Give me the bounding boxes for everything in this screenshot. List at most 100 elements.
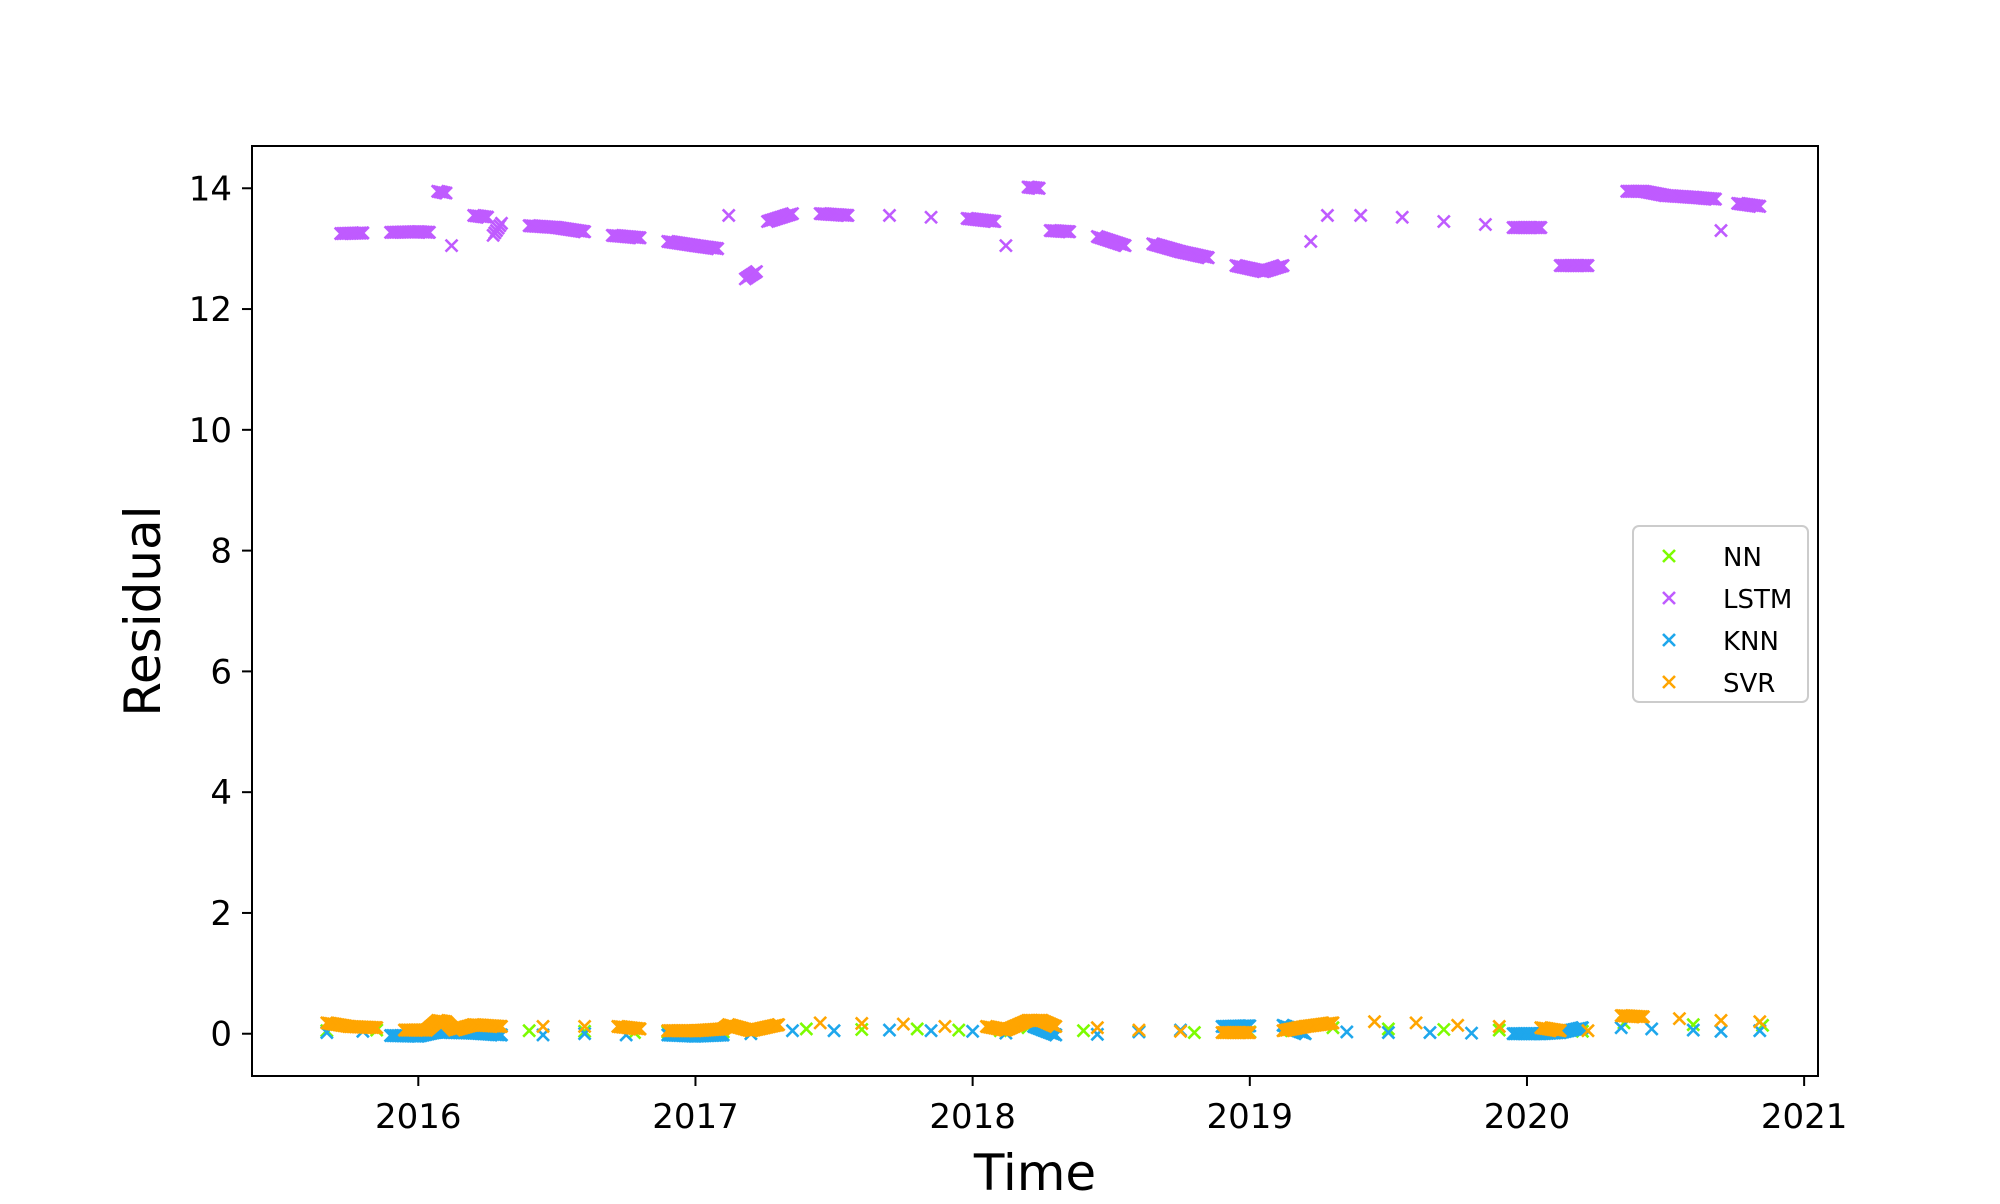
data-point	[369, 1020, 384, 1035]
data-point	[840, 208, 855, 223]
data-point	[1367, 1014, 1382, 1029]
y-tick-label: 10	[189, 411, 232, 451]
data-point	[813, 1015, 828, 1030]
data-point	[951, 1023, 966, 1038]
data-point	[522, 1023, 537, 1038]
data-point	[1423, 1025, 1437, 1040]
data-point	[987, 214, 1002, 229]
data-point	[577, 224, 592, 239]
y-axis-label: Residual	[114, 505, 172, 716]
data-point	[1553, 1023, 1568, 1038]
data-point	[827, 1023, 841, 1038]
data-point	[1409, 1015, 1424, 1030]
data-point	[1032, 181, 1047, 196]
x-tick-label: 2017	[652, 1097, 739, 1137]
data-point	[1353, 208, 1368, 223]
data-point	[749, 264, 764, 279]
data-point	[882, 1023, 897, 1038]
data-point	[1686, 1023, 1701, 1038]
data-point	[721, 208, 736, 223]
data-point	[1636, 1009, 1651, 1024]
data-point	[1714, 1013, 1728, 1028]
y-tick-label: 6	[210, 652, 232, 692]
data-point	[854, 1016, 869, 1031]
data-point	[536, 1019, 550, 1034]
data-point	[1436, 214, 1451, 229]
legend-marker-knn	[1662, 633, 1676, 647]
y-tick-label: 4	[210, 773, 232, 813]
legend-marker-nn	[1662, 549, 1676, 563]
legend-marker-lstm	[1662, 591, 1676, 605]
y-tick-label: 14	[189, 169, 232, 209]
data-point	[1714, 1024, 1728, 1039]
legend-label-knn: KNN	[1723, 627, 1779, 657]
data-point	[1581, 1023, 1595, 1038]
data-point	[1450, 1018, 1465, 1033]
data-point	[1062, 224, 1077, 239]
data-point	[1752, 199, 1767, 214]
data-point	[494, 1019, 509, 1034]
data-point	[1242, 1025, 1257, 1040]
plot-area-frame	[251, 145, 1819, 1077]
data-point	[577, 1019, 592, 1034]
x-tick-label: 2020	[1484, 1097, 1571, 1137]
data-point	[1303, 234, 1318, 249]
data-point	[1492, 1023, 1507, 1038]
x-tick-label: 2016	[375, 1097, 462, 1137]
data-point	[1090, 1020, 1105, 1035]
data-point	[1492, 1019, 1507, 1034]
data-point	[480, 210, 495, 225]
legend: NN LSTM KNN SVR	[1632, 525, 1809, 703]
data-point	[1672, 1011, 1687, 1026]
data-point	[1464, 1026, 1479, 1041]
y-tick-label: 12	[189, 290, 232, 330]
data-point	[771, 1017, 786, 1032]
y-tick-label: 2	[210, 894, 232, 934]
data-point	[1381, 1025, 1396, 1040]
data-point	[1533, 220, 1548, 235]
data-point	[494, 216, 509, 231]
series-svr	[319, 1008, 1767, 1040]
data-point	[422, 225, 437, 240]
data-point	[1644, 1021, 1659, 1036]
data-point	[1276, 258, 1290, 273]
series-lstm	[333, 180, 1767, 286]
data-point	[854, 1022, 869, 1037]
data-point	[1339, 1024, 1354, 1039]
data-point	[1187, 1025, 1202, 1040]
x-axis: 2016 2017 2018 2019 2020 2021	[375, 1076, 1847, 1137]
data-point	[998, 238, 1013, 253]
data-point	[1201, 250, 1216, 265]
data-point	[710, 241, 725, 256]
data-point	[1326, 1015, 1340, 1030]
y-tick-label: 0	[210, 1015, 232, 1055]
legend-marker-svr	[1662, 675, 1676, 689]
data-point	[1686, 1017, 1701, 1032]
legend-label-svr: SVR	[1723, 669, 1775, 699]
data-point	[924, 1023, 938, 1038]
data-point	[1614, 1020, 1629, 1035]
data-point	[1708, 192, 1723, 207]
data-point	[355, 226, 370, 240]
y-axis: 0 2 4 6 8 10 12 14	[189, 169, 252, 1055]
data-marks	[319, 180, 1770, 1044]
data-point	[896, 1017, 911, 1031]
data-point	[1436, 1022, 1451, 1037]
data-point	[1478, 217, 1493, 232]
data-point	[1173, 1024, 1188, 1039]
data-point	[1395, 210, 1410, 225]
x-tick-label: 2018	[929, 1097, 1016, 1137]
data-point	[1048, 1019, 1063, 1034]
data-point	[1076, 1023, 1091, 1038]
data-point	[1714, 223, 1728, 238]
x-tick-label: 2019	[1207, 1097, 1294, 1137]
x-axis-label: Time	[973, 1144, 1096, 1200]
data-point	[799, 1021, 814, 1036]
data-point	[1381, 1021, 1396, 1036]
data-point	[785, 1023, 800, 1038]
data-point	[633, 230, 647, 245]
data-point	[785, 206, 800, 221]
data-point	[1752, 1014, 1767, 1029]
